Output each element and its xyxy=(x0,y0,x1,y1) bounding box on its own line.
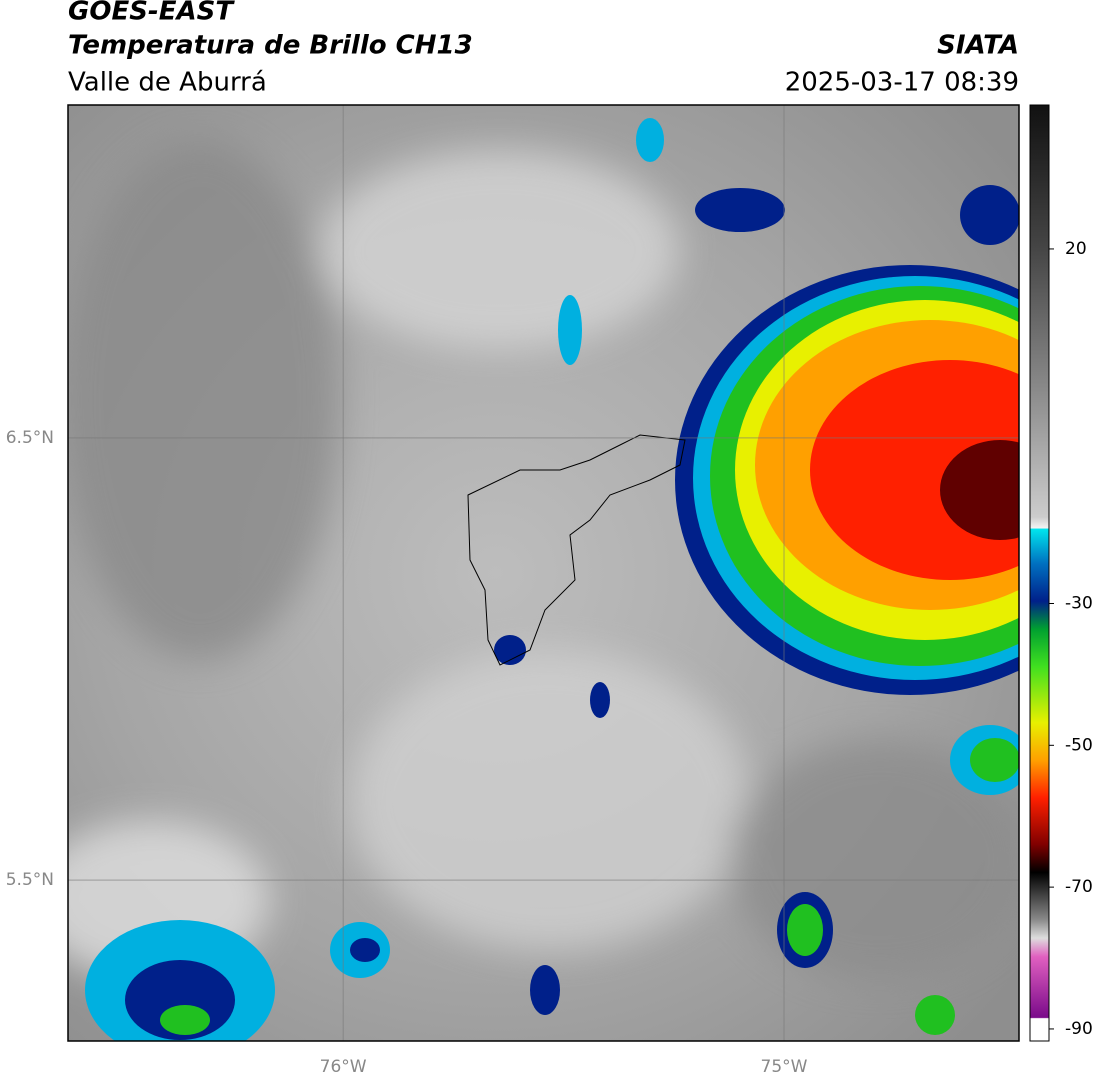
colorbar xyxy=(1029,104,1050,1042)
colorbar-label: -70 xyxy=(1065,877,1093,897)
convective-cells xyxy=(85,118,1019,1041)
lon-label: 75°W xyxy=(761,1057,808,1077)
lat-label: 6.5°N xyxy=(6,428,54,448)
colorbar-label: -30 xyxy=(1065,593,1093,613)
storm xyxy=(675,265,1019,695)
satellite-image xyxy=(68,105,1019,1041)
datetime: 2025-03-17 08:39 xyxy=(785,68,1019,98)
lon-label: 76°W xyxy=(320,1057,367,1077)
colorbar-label: -90 xyxy=(1065,1019,1093,1039)
colorbar-label: 20 xyxy=(1065,239,1087,259)
subtitle: Temperatura de Brillo CH13 xyxy=(68,31,473,61)
lat-label: 5.5°N xyxy=(6,870,54,890)
region: Valle de Aburrá xyxy=(68,68,267,98)
source: SIATA xyxy=(937,31,1019,61)
map-frame xyxy=(67,104,1020,1042)
municipal-boundaries xyxy=(467,434,686,666)
colorbar-label: -50 xyxy=(1065,735,1093,755)
title: GOES-EAST xyxy=(68,0,235,27)
